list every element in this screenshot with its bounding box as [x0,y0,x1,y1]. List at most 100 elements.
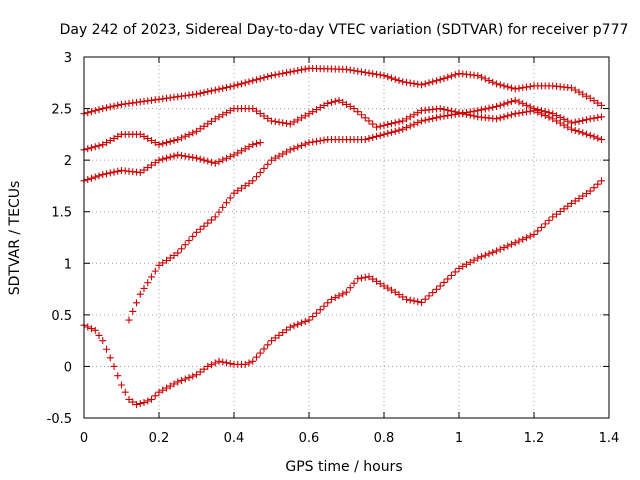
data-point [474,107,482,115]
x-tick-label: 0.8 [374,431,395,446]
data-point [200,365,208,373]
data-point [406,122,414,130]
data-point [238,147,245,155]
data-point [380,282,388,290]
data-point [560,115,568,123]
data-point [594,180,602,188]
data-point [110,168,118,176]
data-point [148,273,155,281]
data-point [91,173,99,181]
data-point [590,114,598,122]
data-point [88,108,95,116]
data-point [174,378,182,386]
data-point [388,128,395,136]
data-point [196,155,204,163]
data-point [571,86,579,94]
data-point [598,101,605,109]
data-point [148,137,155,145]
data-point [343,65,350,73]
data-point [560,205,568,213]
data-point [594,114,602,122]
data-point [515,109,523,117]
data-point [241,79,249,87]
data-point [219,358,227,366]
data-point [485,250,493,258]
data-point [279,69,287,77]
data-point [346,103,354,111]
data-point [391,288,399,296]
data-point [478,253,485,261]
data-point [410,297,418,305]
data-point [395,118,403,126]
data-point [230,189,238,197]
data-point [283,148,290,156]
data-point [526,103,534,111]
data-point [459,262,467,270]
data-point [481,251,489,259]
data-point [519,108,527,116]
data-point [414,119,422,127]
data-point [373,70,380,78]
data-point [391,119,399,127]
data-point [433,77,440,85]
data-point [545,109,553,117]
data-point [163,256,170,264]
data-point [189,372,197,380]
data-point [455,110,463,118]
data-point [294,67,302,75]
data-point [95,142,103,150]
data-point [380,121,388,129]
data-point [208,361,215,369]
data-point [425,115,433,123]
data-point [373,123,380,131]
data-point [350,67,358,75]
data-point [568,84,575,92]
data-point [200,222,208,230]
series-fourth [125,96,605,324]
data-point [335,292,343,300]
data-point [275,152,283,160]
data-point [260,74,268,82]
data-point [298,66,305,74]
data-point [358,274,365,282]
data-point [103,104,110,112]
data-point [391,127,399,135]
data-point [583,190,590,198]
data-point [564,117,572,125]
data-point [193,228,200,236]
data-point [463,260,470,268]
data-point [268,72,275,80]
x-tick-label: 1 [455,431,463,446]
data-point [579,129,587,137]
data-point [350,105,358,113]
data-point [170,137,178,145]
data-point [575,117,583,125]
data-point [208,117,215,125]
data-point [553,210,560,218]
data-point [245,143,253,151]
data-point [91,143,99,151]
data-point [586,187,594,195]
data-point [95,106,103,114]
data-point [346,284,354,292]
data-point [204,362,212,370]
data-point [223,359,230,367]
data-point [489,103,497,111]
data-point [354,67,362,75]
data-point [283,69,290,77]
data-point [91,107,99,115]
data-point [264,341,272,349]
data-point [493,103,500,111]
axes-layer: 0 0.2 0.4 0.6 0.8 1 1.2 1.4 -0.5 0 0.5 1 1.5 2 2.5 3 [47,51,620,446]
data-point [575,195,583,203]
data-point [155,261,163,269]
data-point [406,79,414,87]
data-point [241,145,249,153]
data-point [178,245,185,253]
data-point [399,293,407,301]
data-point [249,105,257,113]
data-point [451,71,459,79]
data-point [215,208,223,216]
data-point [598,177,605,185]
data-point [166,382,174,390]
